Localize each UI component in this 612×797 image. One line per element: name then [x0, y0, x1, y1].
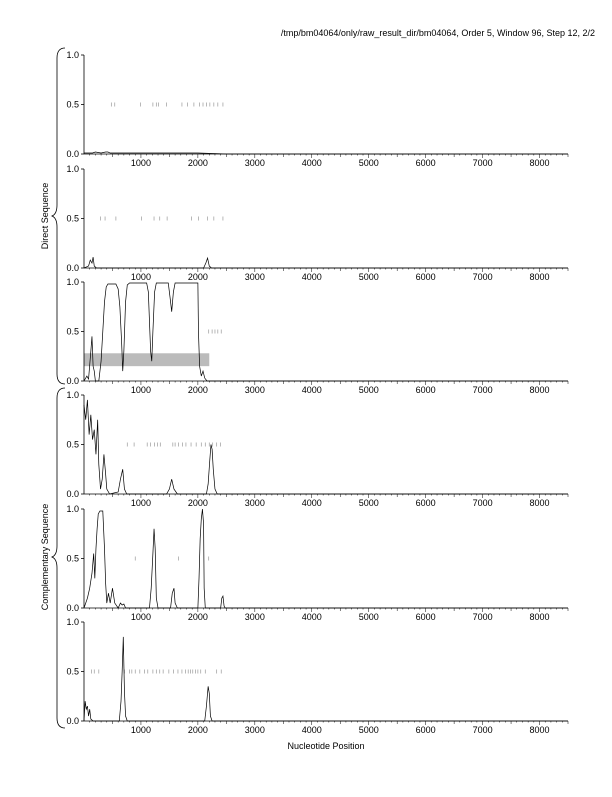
chart-title: /tmp/bm04064/only/raw_result_dir/bm04064… — [281, 28, 595, 38]
x-tick-label: 3000 — [245, 498, 265, 508]
x-tick-label: 3000 — [245, 385, 265, 395]
y-tick-label: 1.0 — [66, 164, 79, 174]
y-tick-label: 0.0 — [66, 716, 79, 726]
x-tick-label: 8000 — [530, 385, 550, 395]
x-tick-label: 5000 — [359, 385, 379, 395]
x-tick-label: 4000 — [302, 385, 322, 395]
x-tick-label: 4000 — [302, 725, 322, 735]
x-tick-label: 2000 — [188, 725, 208, 735]
y-tick-label: 0.5 — [66, 327, 79, 337]
x-tick-label: 1000 — [131, 272, 151, 282]
complementary-sequence-label: Complementary Sequence — [40, 504, 50, 611]
x-tick-label: 3000 — [245, 725, 265, 735]
x-tick-label: 7000 — [473, 272, 493, 282]
x-tick-label: 8000 — [530, 612, 550, 622]
y-tick-label: 1.0 — [66, 617, 79, 627]
x-tick-label: 7000 — [473, 725, 493, 735]
y-tick-label: 0.0 — [66, 603, 79, 613]
y-tick-label: 0.5 — [66, 554, 79, 564]
y-tick-label: 1.0 — [66, 50, 79, 60]
x-tick-label: 7000 — [473, 498, 493, 508]
y-tick-label: 0.5 — [66, 667, 79, 677]
y-tick-label: 0.5 — [66, 440, 79, 450]
panel-5: 0.0 0.5 1.0 1000 2000 3000 4000 5000 6000 7000 800… — [66, 504, 569, 622]
x-tick-label: 1000 — [131, 612, 151, 622]
y-tick-label: 1.0 — [66, 277, 79, 287]
panel-2: 0.0 0.5 1.0 1000 2000 3000 4000 5000 6000 7000 800… — [66, 164, 569, 282]
x-tick-label: 4000 — [302, 272, 322, 282]
x-tick-label: 1000 — [131, 158, 151, 168]
x-tick-label: 5000 — [359, 272, 379, 282]
x-tick-label: 5000 — [359, 725, 379, 735]
panel-group: 0.0 0.5 1.0 1000 2000 3000 4000 5000 6000 7000 800… — [66, 50, 569, 735]
panel-3: 0.0 0.5 1.0 1000 2000 3000 4000 5000 6000 7000 800… — [66, 277, 569, 395]
panel-4: 0.0 0.5 1.0 1000 2000 3000 4000 5000 6000 7000 800… — [66, 390, 569, 508]
y-tick-label: 0.0 — [66, 489, 79, 499]
x-tick-label: 6000 — [416, 725, 436, 735]
x-tick-label: 4000 — [302, 612, 322, 622]
series-line — [83, 282, 568, 382]
x-tick-label: 5000 — [359, 612, 379, 622]
x-tick-label: 2000 — [188, 498, 208, 508]
x-tick-label: 6000 — [416, 385, 436, 395]
series-line — [83, 636, 568, 722]
x-tick-label: 8000 — [530, 725, 550, 735]
x-tick-label: 3000 — [245, 272, 265, 282]
series-line — [83, 399, 568, 495]
x-tick-label: 1000 — [131, 725, 151, 735]
x-tick-label: 6000 — [416, 498, 436, 508]
x-tick-label: 3000 — [245, 612, 265, 622]
y-tick-label: 0.5 — [66, 100, 79, 110]
x-tick-label: 8000 — [530, 272, 550, 282]
y-tick-label: 0.0 — [66, 376, 79, 386]
x-tick-label: 7000 — [473, 612, 493, 622]
x-tick-label: 6000 — [416, 272, 436, 282]
x-tick-label: 8000 — [530, 158, 550, 168]
y-tick-label: 1.0 — [66, 390, 79, 400]
x-tick-label: 7000 — [473, 385, 493, 395]
series-line — [83, 508, 568, 609]
x-tick-label: 5000 — [359, 498, 379, 508]
x-axis-label: Nucleotide Position — [287, 741, 364, 751]
x-tick-label: 5000 — [359, 158, 379, 168]
x-tick-label: 8000 — [530, 498, 550, 508]
series-line — [83, 256, 568, 269]
highlight-region — [84, 353, 210, 367]
series-line — [84, 151, 568, 155]
x-tick-label: 2000 — [188, 272, 208, 282]
y-tick-label: 0.0 — [66, 149, 79, 159]
direct-sequence-label: Direct Sequence — [40, 183, 50, 250]
x-tick-label: 2000 — [188, 612, 208, 622]
y-tick-label: 0.0 — [66, 263, 79, 273]
panel-1: 0.0 0.5 1.0 1000 2000 3000 4000 5000 6000 7000 800… — [66, 50, 569, 168]
x-tick-label: 4000 — [302, 158, 322, 168]
x-tick-label: 3000 — [245, 158, 265, 168]
x-tick-label: 1000 — [131, 498, 151, 508]
x-tick-label: 6000 — [416, 158, 436, 168]
direct-sequence-brace — [50, 47, 66, 385]
y-tick-label: 0.5 — [66, 214, 79, 224]
x-tick-label: 2000 — [188, 385, 208, 395]
x-tick-label: 4000 — [302, 498, 322, 508]
panel-6: 0.0 0.5 1.0 1000 2000 3000 4000 5000 6000 7000 800… — [66, 617, 569, 735]
x-tick-label: 6000 — [416, 612, 436, 622]
x-tick-label: 2000 — [188, 158, 208, 168]
x-tick-label: 7000 — [473, 158, 493, 168]
complementary-sequence-brace — [50, 387, 66, 729]
x-tick-label: 1000 — [131, 385, 151, 395]
y-tick-label: 1.0 — [66, 504, 79, 514]
